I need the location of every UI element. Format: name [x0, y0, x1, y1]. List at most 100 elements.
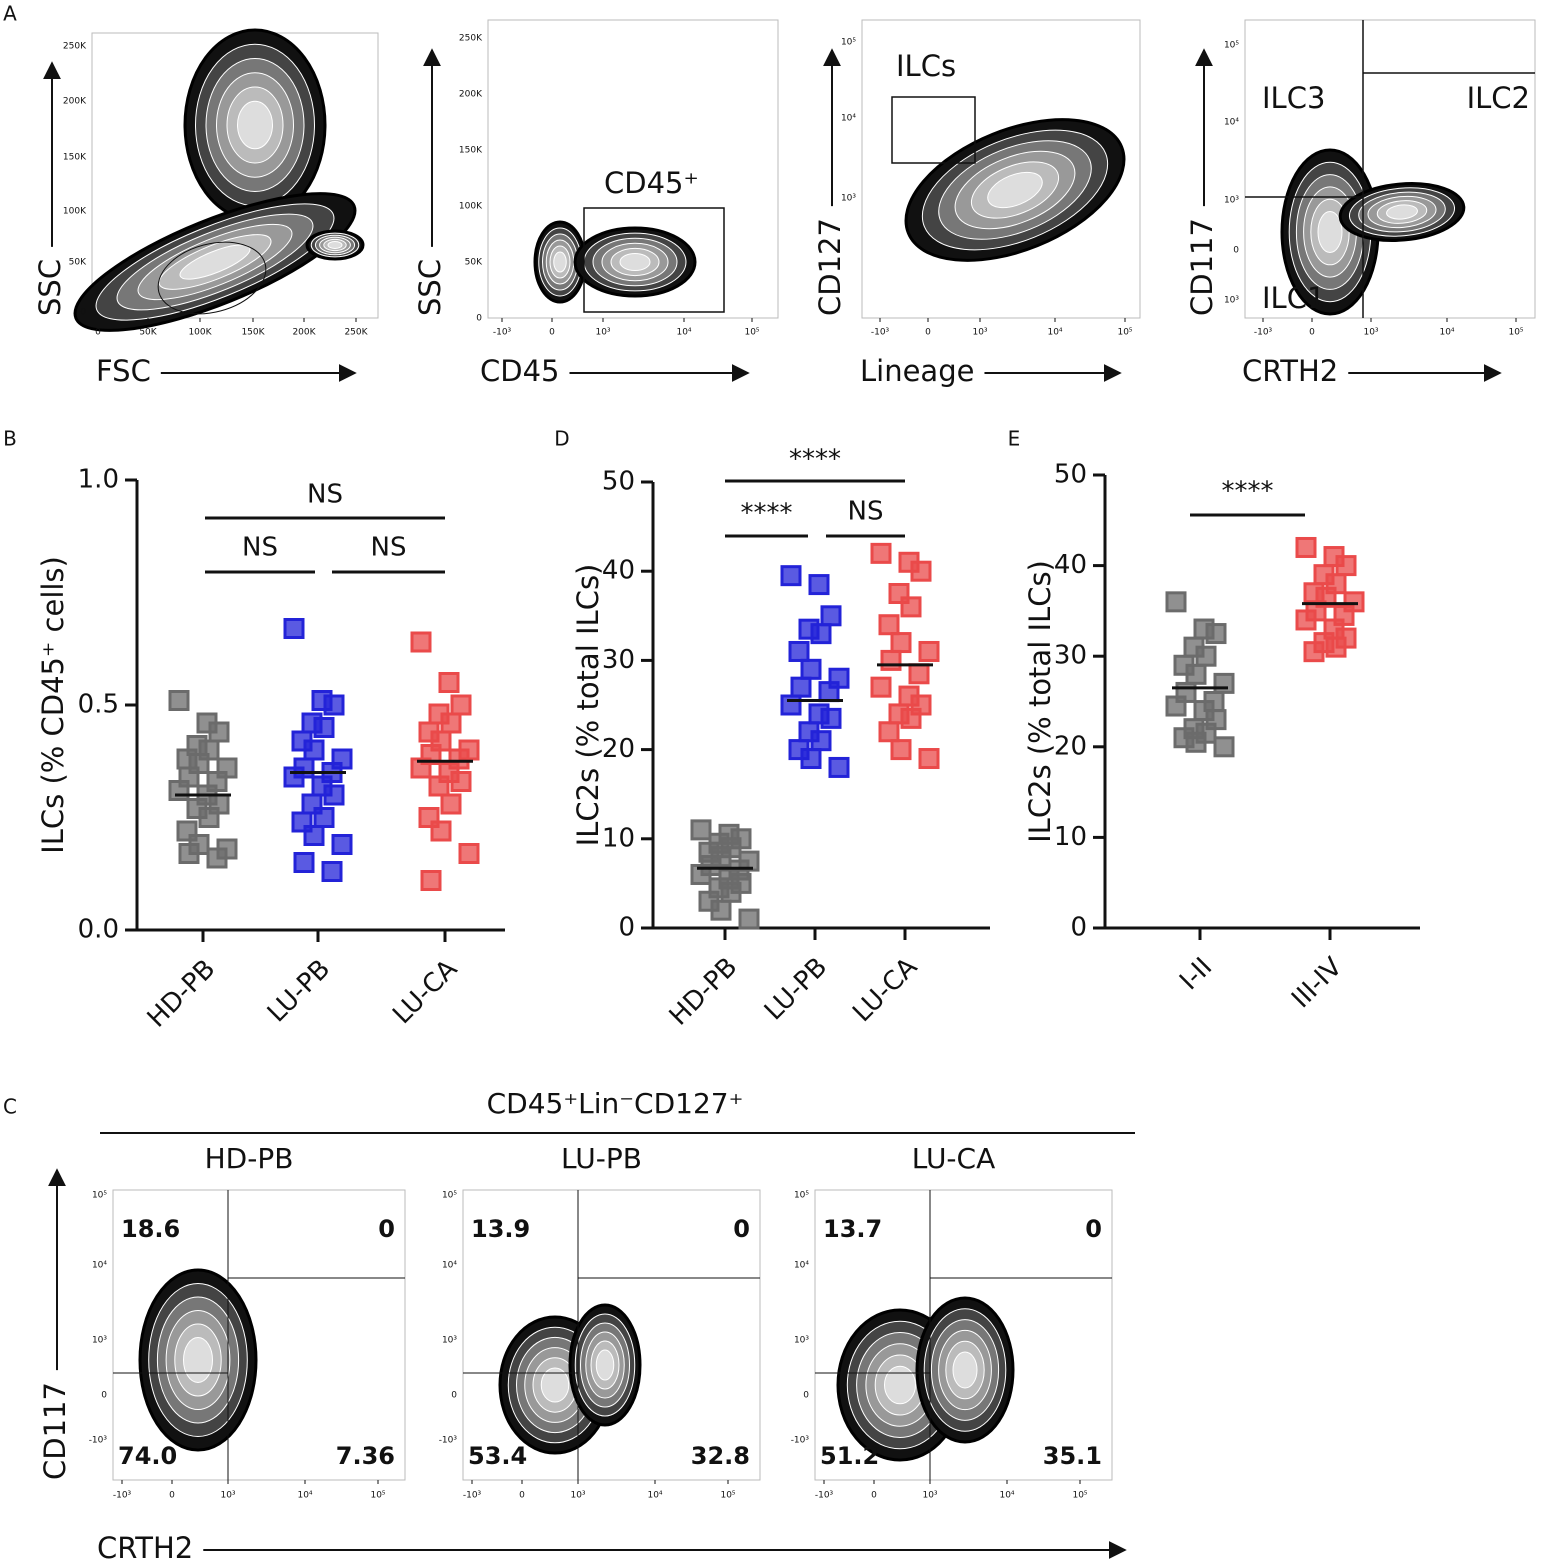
density-contour	[568, 1303, 642, 1427]
y-tick-label: -10³	[89, 1436, 108, 1446]
y-tick-label: 10⁵	[794, 1191, 809, 1201]
panel-letter: A	[3, 2, 17, 26]
data-point	[410, 757, 432, 779]
y-tick-label: 250K	[63, 42, 87, 52]
y-tick-label: 10³	[92, 1336, 107, 1346]
significance-label: ****	[741, 499, 793, 529]
y-tick-label: 0	[476, 314, 482, 324]
data-point	[1165, 695, 1187, 717]
y-tick-label: 10⁴	[841, 114, 856, 124]
quadrant-value: 13.9	[471, 1215, 530, 1243]
y-tick-label: 10³	[841, 194, 856, 204]
y-axis-label: SSC	[413, 259, 447, 316]
data-point	[168, 780, 190, 801]
y-axis-label: ILC2s (% total ILCs)	[1023, 560, 1057, 843]
data-point	[880, 649, 902, 671]
data-point	[1303, 641, 1325, 663]
contour	[1317, 211, 1343, 253]
contour	[327, 241, 343, 249]
contour	[540, 1367, 570, 1403]
x-tick-label: 0	[871, 1491, 877, 1501]
quadrant-value: 35.1	[1043, 1442, 1102, 1470]
x-tick-label: 10⁴	[999, 1491, 1014, 1501]
y-tick-label: 30	[602, 645, 635, 675]
data-point	[1213, 736, 1235, 758]
data-point	[450, 694, 472, 716]
data-point	[690, 819, 712, 841]
x-tick-label: 10³	[922, 1491, 937, 1501]
y-tick-label: 0.5	[78, 690, 119, 720]
data-point	[168, 690, 190, 711]
x-tick-label: HD-PB	[142, 954, 222, 1034]
y-tick-label: 0	[101, 1391, 107, 1401]
x-axis-label: CRTH2	[97, 1531, 193, 1564]
x-tick-label: 10⁵	[370, 1491, 385, 1501]
y-tick-label: 40	[602, 556, 635, 586]
y-tick-label: 10⁴	[442, 1261, 457, 1271]
plot-frame	[112, 1189, 406, 1481]
data-point	[206, 847, 228, 869]
density-contour	[915, 1296, 1015, 1444]
plot-title: HD-PB	[205, 1142, 294, 1175]
data-point	[1325, 636, 1347, 658]
x-tick-label: 0	[925, 328, 931, 338]
y-tick-label: 100K	[63, 207, 87, 217]
y-axis-label: CD117	[1185, 218, 1219, 316]
quadrant-value: 7.36	[336, 1442, 395, 1470]
data-point	[828, 756, 850, 778]
density-contour	[1338, 182, 1466, 242]
y-tick-label: 20	[602, 734, 635, 764]
y-tick-label: 0	[803, 1391, 809, 1401]
data-point	[870, 542, 892, 564]
y-tick-label: 20	[1054, 731, 1087, 761]
data-point	[178, 843, 200, 864]
y-tick-label: 0	[1070, 913, 1087, 943]
x-tick-label: LU-CA	[387, 954, 463, 1030]
panel-letter: D	[554, 427, 569, 451]
data-point	[313, 807, 335, 828]
x-tick-label: LU-CA	[847, 952, 923, 1028]
x-tick-label: -10³	[113, 1491, 132, 1501]
x-axis-label: CRTH2	[1242, 354, 1338, 388]
plot-title: LU-CA	[912, 1142, 996, 1175]
y-tick-label: -10³	[439, 1436, 458, 1446]
x-tick-label: HD-PB	[664, 952, 744, 1032]
y-tick-label: 50	[1054, 460, 1087, 490]
y-tick-label: 200K	[459, 90, 483, 100]
x-tick-label: 100K	[188, 328, 212, 338]
quadrant-value: 18.6	[121, 1215, 180, 1243]
plot-frame	[487, 19, 779, 319]
data-point	[323, 784, 345, 806]
data-point	[1295, 609, 1317, 631]
x-tick-label: III-IV	[1286, 952, 1348, 1014]
data-point	[428, 775, 450, 797]
contour	[884, 1365, 916, 1405]
x-tick-label: I-II	[1174, 952, 1218, 996]
gate-label: ILCs	[896, 49, 956, 83]
data-point	[1335, 555, 1357, 577]
y-tick-label: 40	[1054, 550, 1087, 580]
y-tick-label: 250K	[459, 34, 483, 44]
plot-frame	[1244, 19, 1536, 319]
y-tick-label: 10³	[794, 1336, 809, 1346]
quadrant-value: 13.7	[823, 1215, 882, 1243]
data-point	[331, 834, 353, 855]
y-axis-label: SSC	[33, 259, 67, 316]
data-point	[450, 771, 472, 792]
data-point	[900, 707, 922, 729]
contour	[183, 1337, 213, 1383]
x-tick-label: -10³	[815, 1491, 834, 1501]
y-tick-label: 150K	[63, 153, 87, 163]
panel-letter: B	[3, 427, 17, 451]
data-point	[420, 870, 442, 891]
x-tick-label: 250K	[344, 328, 368, 338]
x-tick-label: LU-PB	[759, 952, 833, 1026]
data-point	[878, 721, 900, 743]
density-contour	[305, 229, 365, 261]
density-contour	[138, 1268, 258, 1452]
x-tick-label: 10⁴	[647, 1491, 662, 1501]
data-point	[1213, 672, 1235, 694]
y-tick-label: 0	[618, 913, 635, 943]
significance-label: NS	[848, 497, 884, 527]
plot-frame	[462, 1189, 761, 1481]
